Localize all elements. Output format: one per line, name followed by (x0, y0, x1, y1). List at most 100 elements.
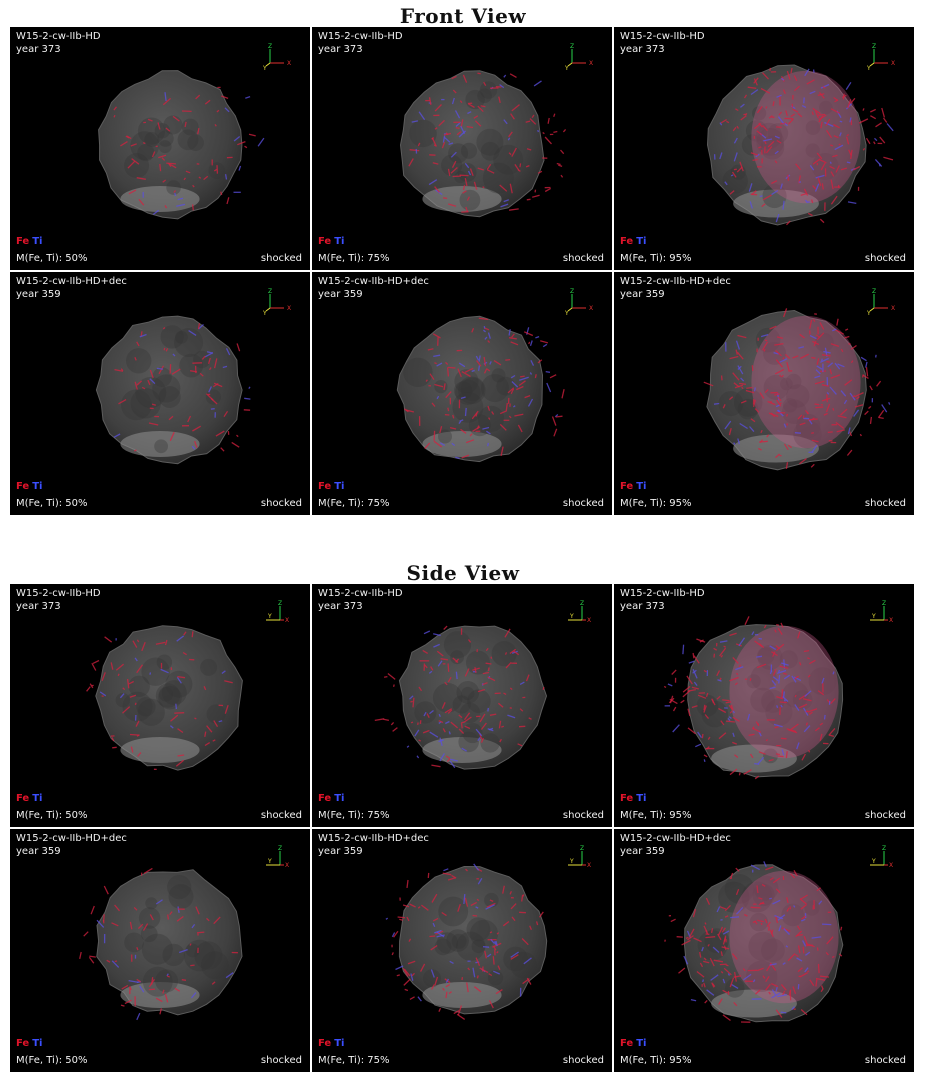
legend-ti: Ti (334, 236, 345, 247)
svg-text:Y: Y (871, 858, 876, 865)
axis-triad-icon: ZY X (266, 845, 289, 869)
side-view-panel: Z Y X W15-2-cw-IIb-HD year 373 Fe Ti M(Fe, Ti):… (312, 584, 612, 827)
element-legend: Fe Ti (620, 793, 646, 805)
legend-ti: Ti (32, 481, 43, 492)
front-view-panel: Z X Y W15-2-cw-IIb-HD+dec year 359 Fe Ti M(Fe, … (10, 272, 310, 515)
state-label: shocked (864, 498, 906, 509)
year-label: year 373 (318, 601, 363, 612)
svg-text:Y: Y (866, 65, 871, 72)
year-label: year 359 (318, 289, 363, 300)
year-label: year 359 (620, 289, 665, 300)
model-label: W15-2-cw-IIb-HD (16, 588, 101, 599)
axis-triad-icon: ZY X (568, 845, 591, 869)
svg-text:Y: Y (569, 613, 574, 620)
svg-text:X: X (287, 305, 291, 312)
svg-text:X: X (285, 617, 289, 624)
front-view-panel: Z X Y W15-2-cw-IIb-HD year 373 Fe Ti M(Fe, Ti):… (10, 27, 310, 270)
svg-text:Y: Y (267, 613, 272, 620)
model-label: W15-2-cw-IIb-HD+dec (318, 833, 429, 844)
element-legend: Fe Ti (318, 236, 344, 248)
element-legend: Fe Ti (16, 481, 42, 493)
element-legend: Fe Ti (318, 481, 344, 493)
legend-fe: Fe (620, 1038, 634, 1049)
front-view-grid: Z X Y W15-2-cw-IIb-HD year 373 Fe Ti M(Fe, Ti):… (10, 27, 914, 515)
front-view-panel: Z X Y W15-2-cw-IIb-HD year 373 Fe Ti M(Fe, Ti):… (614, 27, 914, 270)
element-legend: Fe Ti (620, 236, 646, 248)
state-label: shocked (864, 253, 906, 264)
legend-fe: Fe (16, 481, 30, 492)
model-label: W15-2-cw-IIb-HD (620, 31, 705, 42)
front-view-title: Front View (399, 4, 527, 28)
remnant-sphere (96, 869, 243, 1016)
svg-text:Y: Y (871, 613, 876, 620)
svg-text:Y: Y (866, 310, 871, 317)
svg-text:Z: Z (882, 845, 886, 852)
mass-fraction-label: M(Fe, Ti): 75% (318, 1055, 390, 1066)
legend-ti: Ti (334, 793, 345, 804)
legend-fe: Fe (620, 793, 634, 804)
remnant-sphere (98, 70, 243, 220)
year-label: year 359 (16, 289, 61, 300)
mass-fraction-label: M(Fe, Ti): 95% (620, 810, 692, 821)
element-legend: Fe Ti (16, 793, 42, 805)
svg-text:Z: Z (268, 288, 272, 295)
axis-triad-icon: ZY X (266, 600, 289, 624)
remnant-sphere (687, 624, 844, 778)
mass-fraction-label: M(Fe, Ti): 50% (16, 810, 88, 821)
axis-triad-icon: Z X Y (262, 288, 291, 317)
legend-fe: Fe (318, 793, 332, 804)
svg-text:Z: Z (580, 600, 584, 607)
legend-ti: Ti (636, 236, 647, 247)
legend-fe: Fe (318, 236, 332, 247)
state-label: shocked (260, 1055, 302, 1066)
svg-text:Z: Z (580, 845, 584, 852)
legend-ti: Ti (636, 1038, 647, 1049)
state-label: shocked (562, 1055, 604, 1066)
model-label: W15-2-cw-IIb-HD (620, 588, 705, 599)
axis-triad-icon: Z X Y (866, 43, 895, 72)
legend-ti: Ti (32, 236, 43, 247)
mass-fraction-label: M(Fe, Ti): 50% (16, 1055, 88, 1066)
mass-fraction-label: M(Fe, Ti): 75% (318, 810, 390, 821)
legend-ti: Ti (334, 481, 345, 492)
state-label: shocked (260, 810, 302, 821)
svg-text:Y: Y (564, 310, 569, 317)
svg-text:X: X (587, 617, 591, 624)
side-view-panel: Z Y X W15-2-cw-IIb-HD year 373 Fe Ti M(Fe, Ti):… (10, 584, 310, 827)
mass-fraction-label: M(Fe, Ti): 50% (16, 498, 88, 509)
model-label: W15-2-cw-IIb-HD+dec (620, 833, 731, 844)
svg-text:X: X (589, 60, 593, 67)
svg-text:X: X (891, 60, 895, 67)
svg-text:X: X (589, 305, 593, 312)
remnant-sphere (706, 64, 867, 226)
remnant-sphere (95, 315, 243, 465)
svg-text:X: X (587, 862, 591, 869)
element-legend: Fe Ti (16, 1038, 42, 1050)
mass-fraction-label: M(Fe, Ti): 50% (16, 253, 88, 264)
mass-fraction-label: M(Fe, Ti): 75% (318, 253, 390, 264)
state-label: shocked (260, 498, 302, 509)
svg-text:Z: Z (570, 288, 574, 295)
element-legend: Fe Ti (318, 793, 344, 805)
svg-text:X: X (287, 60, 291, 67)
side-view-panel: Z Y X W15-2-cw-IIb-HD year 373 Fe Ti M(Fe, Ti):… (614, 584, 914, 827)
mass-fraction-label: M(Fe, Ti): 75% (318, 498, 390, 509)
axis-triad-icon: ZY X (568, 600, 591, 624)
year-label: year 373 (620, 44, 665, 55)
side-view-panel: Z Y X W15-2-cw-IIb-HD+dec year 359 Fe Ti M(Fe, … (10, 829, 310, 1072)
year-label: year 373 (620, 601, 665, 612)
axis-triad-icon: Z X Y (564, 288, 593, 317)
legend-fe: Fe (16, 1038, 30, 1049)
legend-ti: Ti (32, 1038, 43, 1049)
svg-text:X: X (285, 862, 289, 869)
svg-text:Y: Y (262, 310, 267, 317)
side-view-title: Side View (406, 561, 520, 585)
svg-text:Z: Z (872, 288, 876, 295)
element-legend: Fe Ti (318, 1038, 344, 1050)
model-label: W15-2-cw-IIb-HD+dec (620, 276, 731, 287)
mass-fraction-label: M(Fe, Ti): 95% (620, 1055, 692, 1066)
year-label: year 359 (16, 846, 61, 857)
model-label: W15-2-cw-IIb-HD (318, 588, 403, 599)
legend-ti: Ti (636, 793, 647, 804)
state-label: shocked (864, 810, 906, 821)
